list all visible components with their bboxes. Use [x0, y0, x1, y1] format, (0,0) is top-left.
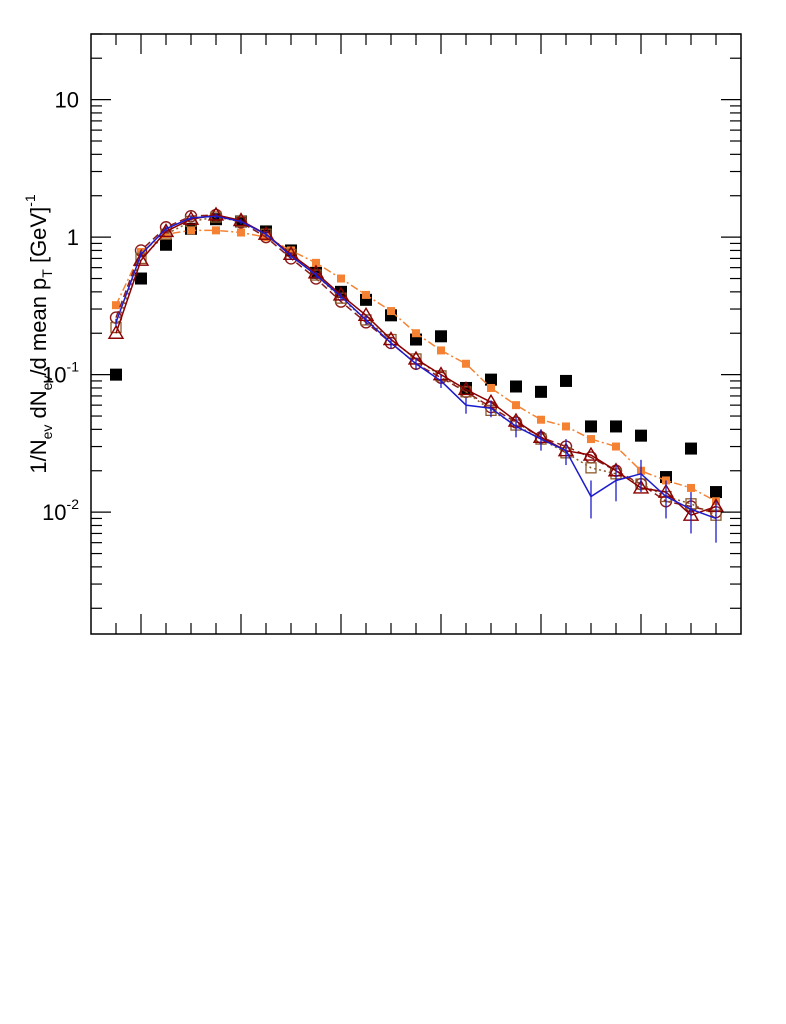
plot-series	[107, 206, 725, 543]
data-point	[587, 435, 595, 444]
y-axis-title: 1/Nev dNev/d mean pT [GeV]-1	[22, 194, 55, 474]
axis-ticks	[91, 33, 741, 634]
data-point	[485, 373, 497, 386]
data-point	[582, 446, 600, 461]
data-point	[585, 420, 597, 433]
y-tick-label: 10	[55, 88, 79, 113]
data-point	[162, 230, 170, 239]
data-point	[107, 324, 125, 339]
data-point	[207, 206, 225, 221]
data-point	[612, 442, 620, 451]
data-point	[362, 290, 370, 299]
data-point	[112, 301, 120, 310]
data-point	[437, 346, 445, 355]
data-point	[110, 368, 122, 381]
data-point	[187, 226, 195, 235]
data-point	[610, 420, 622, 433]
data-point	[387, 307, 395, 316]
data-point	[635, 429, 647, 442]
data-point	[435, 330, 447, 343]
data-point	[560, 374, 572, 387]
data-point	[535, 385, 547, 398]
data-point	[159, 221, 173, 234]
data-point	[585, 462, 597, 474]
series-2	[112, 226, 720, 506]
data-point	[337, 274, 345, 283]
data-point	[632, 479, 650, 494]
y-tick-label: 10-1	[42, 359, 79, 388]
data-point	[232, 212, 250, 227]
data-point	[212, 226, 220, 235]
data-point	[687, 483, 695, 492]
data-point	[237, 228, 245, 237]
data-point	[412, 329, 420, 338]
series-6	[115, 213, 717, 543]
data-point	[462, 359, 470, 368]
y-tick-label: 1	[67, 225, 79, 250]
data-point	[135, 272, 147, 285]
y-tick-label: 10-2	[42, 496, 79, 525]
data-point	[685, 442, 697, 455]
data-point	[537, 415, 545, 424]
data-point	[562, 422, 570, 431]
data-point	[157, 223, 175, 238]
data-point	[287, 246, 295, 255]
y-tick-labels: 10-2 10-1 1 10	[42, 88, 79, 526]
data-point	[710, 486, 722, 499]
data-point	[160, 238, 172, 251]
data-point	[487, 383, 495, 392]
data-point	[512, 401, 520, 410]
data-point	[132, 251, 150, 266]
data-point	[510, 380, 522, 393]
data-point	[457, 381, 475, 396]
data-point	[312, 258, 320, 267]
